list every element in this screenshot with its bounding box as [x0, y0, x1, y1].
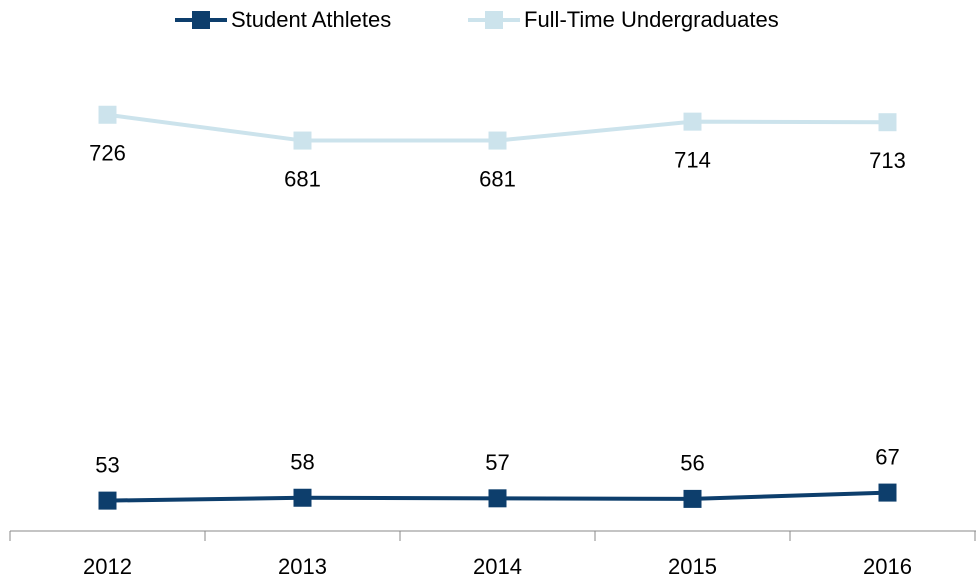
- data-label: 681: [284, 166, 321, 191]
- legend-marker: [485, 11, 503, 29]
- x-tick-label: 2012: [83, 554, 132, 579]
- point-marker: [878, 483, 897, 502]
- data-label: 58: [290, 450, 314, 475]
- data-label: 714: [674, 147, 711, 172]
- x-tick-label: 2016: [863, 554, 912, 579]
- legend-label: Full-Time Undergraduates: [524, 7, 779, 32]
- point-marker: [683, 112, 702, 131]
- point-marker: [488, 489, 507, 508]
- x-tick-label: 2013: [278, 554, 327, 579]
- point-marker: [293, 131, 312, 150]
- data-label: 53: [95, 452, 119, 477]
- data-label: 726: [89, 141, 126, 166]
- point-marker: [98, 491, 117, 510]
- legend-label: Student Athletes: [231, 7, 391, 32]
- x-tick-label: 2015: [668, 554, 717, 579]
- point-marker: [683, 489, 702, 508]
- legend-marker: [192, 11, 210, 29]
- data-label: 57: [485, 450, 509, 475]
- point-marker: [293, 488, 312, 507]
- data-label: 56: [680, 451, 704, 476]
- data-label: 713: [869, 148, 906, 173]
- point-marker: [98, 105, 117, 124]
- point-marker: [878, 113, 897, 132]
- point-marker: [488, 131, 507, 150]
- x-tick-label: 2014: [473, 554, 522, 579]
- data-label: 67: [875, 444, 899, 469]
- data-label: 681: [479, 166, 516, 191]
